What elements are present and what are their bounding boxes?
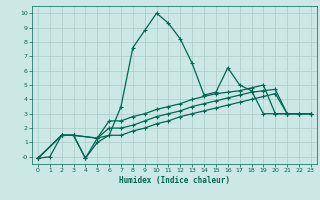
X-axis label: Humidex (Indice chaleur): Humidex (Indice chaleur): [119, 176, 230, 185]
